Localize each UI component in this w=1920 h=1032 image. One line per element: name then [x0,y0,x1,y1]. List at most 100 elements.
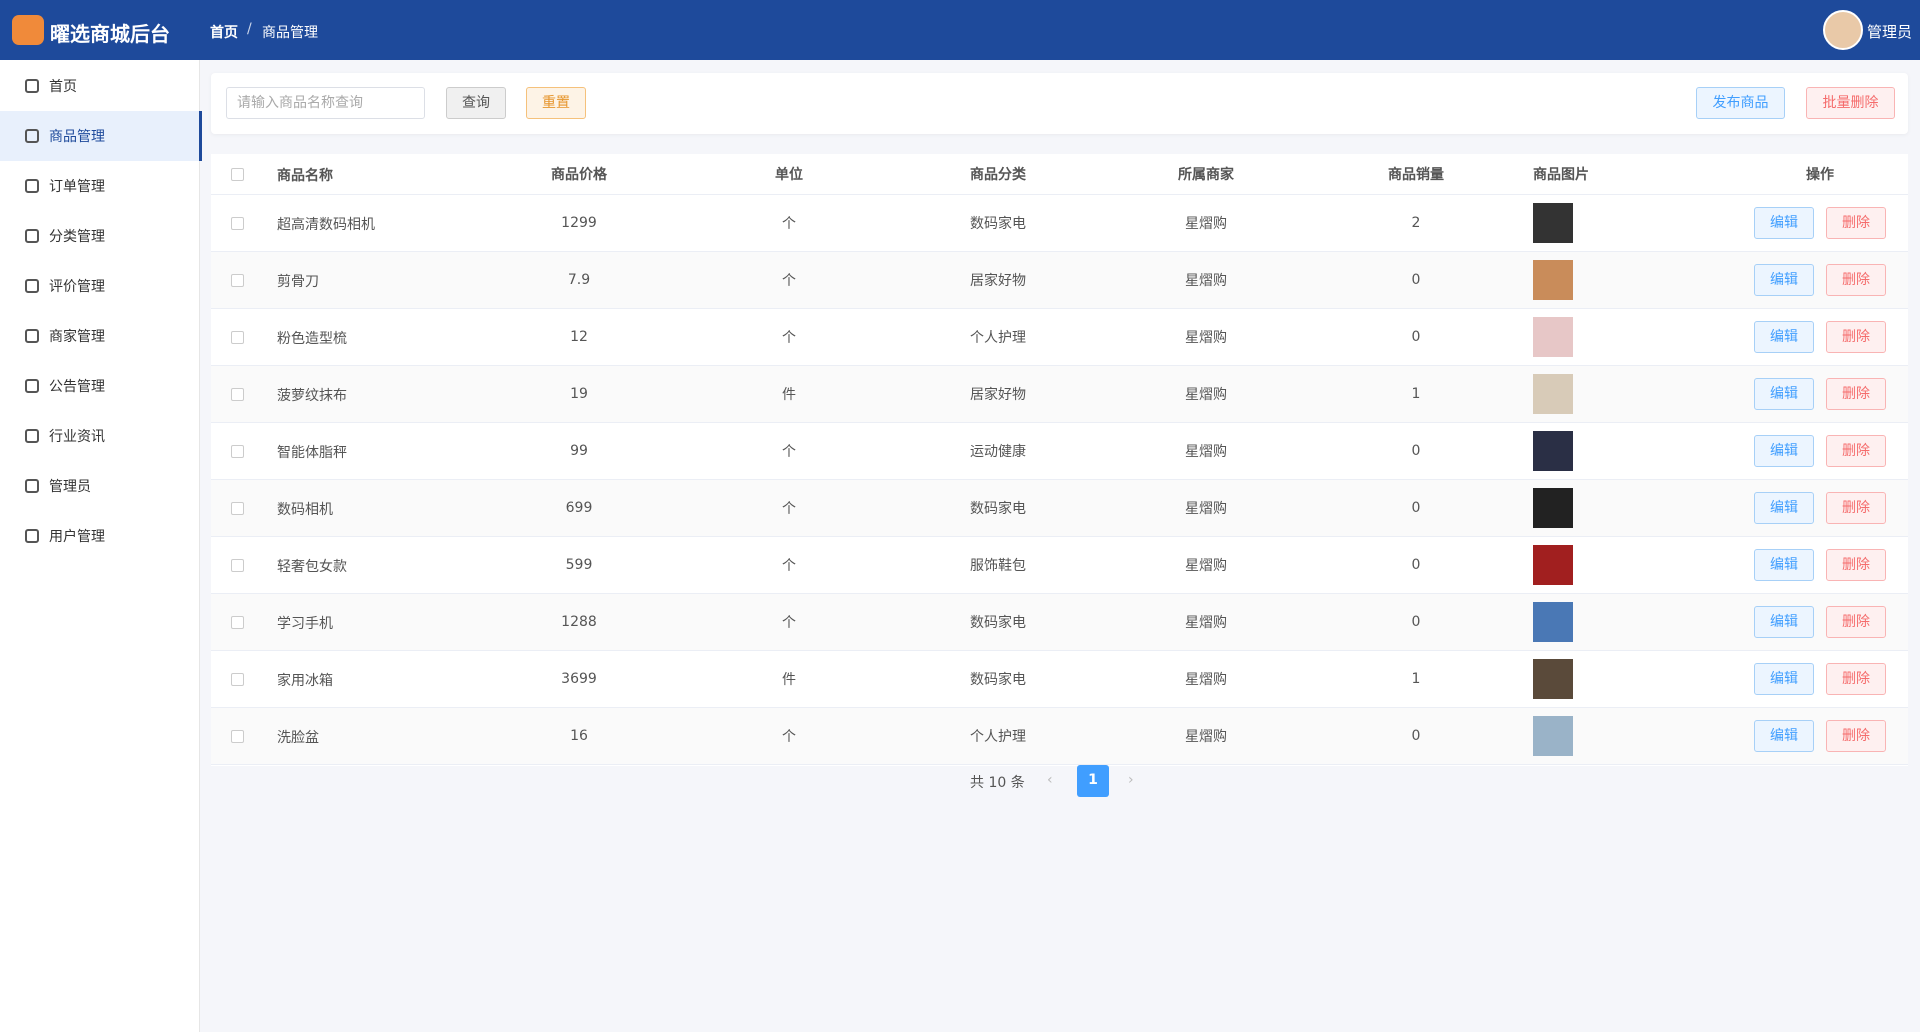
merchant: 星熠购 [1185,558,1227,574]
delete-button[interactable]: 删除 [1826,378,1886,410]
row-checkbox[interactable] [231,274,244,287]
product-image [1533,317,1573,357]
menu-icon [25,129,39,143]
menu-item[interactable]: 公告管理 [0,361,199,411]
category: 数码家电 [970,615,1026,631]
category: 个人护理 [970,330,1026,346]
toolbar: 请输入商品名称查询 查询 重置 发布商品 批量删除 [211,73,1908,134]
menu-item[interactable]: 管理员 [0,461,199,511]
column-header: 商品分类 [970,167,1026,183]
menu-item[interactable]: 商家管理 [0,311,199,361]
reset-button[interactable]: 重置 [526,87,586,119]
sales: 0 [1411,500,1421,516]
batch-delete-button[interactable]: 批量删除 [1806,87,1895,119]
unit: 个 [782,501,796,517]
unit: 件 [782,387,796,403]
edit-button[interactable]: 编辑 [1754,378,1814,410]
product-image [1533,260,1573,300]
select-all-checkbox[interactable] [231,168,244,181]
query-button[interactable]: 查询 [446,87,506,119]
edit-button[interactable]: 编辑 [1754,435,1814,467]
product-image [1533,659,1573,699]
column-header: 商品名称 [277,168,333,184]
search-input[interactable]: 请输入商品名称查询 [226,87,425,119]
publish-button[interactable]: 发布商品 [1696,87,1785,119]
menu-item[interactable]: 分类管理 [0,211,199,261]
row-checkbox[interactable] [231,616,244,629]
product-name: 剪骨刀 [277,274,319,290]
price: 699 [565,500,593,516]
menu-item[interactable]: 订单管理 [0,161,199,211]
breadcrumb-home[interactable]: 首页 [210,25,238,41]
sidebar: 首页商品管理订单管理 分类管理 评价管理商家管理公告管理行业资讯管理员用户管理 [0,60,202,1032]
unit: 件 [782,672,796,688]
menu-item[interactable]: 行业资讯 [0,411,199,461]
delete-button[interactable]: 删除 [1826,720,1886,752]
menu-label: 行业资讯 [49,429,105,445]
menu-item[interactable]: 商品管理 [0,111,202,161]
delete-button[interactable]: 删除 [1826,435,1886,467]
unit: 个 [782,615,796,631]
current-page[interactable]: 1 [1077,765,1109,797]
price: 1299 [561,215,597,231]
edit-button[interactable]: 编辑 [1754,663,1814,695]
delete-button[interactable]: 删除 [1826,549,1886,581]
sales: 0 [1411,614,1421,630]
table-row [211,708,1908,765]
menu-label: 用户管理 [49,529,105,545]
unit: 个 [782,558,796,574]
menu-icon [25,379,39,393]
edit-button[interactable]: 编辑 [1754,720,1814,752]
row-checkbox[interactable] [231,730,244,743]
product-image [1533,488,1573,528]
avatar[interactable] [1823,10,1863,50]
column-header: 所属商家 [1178,167,1234,183]
sales: 0 [1411,443,1421,459]
product-image [1533,602,1573,642]
next-page[interactable]: › [1128,772,1134,788]
edit-button[interactable]: 编辑 [1754,606,1814,638]
delete-button[interactable]: 删除 [1826,264,1886,296]
menu-icon [25,479,39,493]
delete-button[interactable]: 删除 [1826,321,1886,353]
delete-button[interactable]: 删除 [1826,492,1886,524]
column-header: 商品销量 [1388,167,1444,183]
sales: 1 [1411,386,1421,402]
row-checkbox[interactable] [231,388,244,401]
row-checkbox[interactable] [231,559,244,572]
menu-item[interactable]: 用户管理 [0,511,199,561]
edit-button[interactable]: 编辑 [1754,264,1814,296]
edit-button[interactable]: 编辑 [1754,207,1814,239]
menu-icon [25,329,39,343]
menu-icon [25,429,39,443]
edit-button[interactable]: 编辑 [1754,321,1814,353]
menu-icon [25,529,39,543]
menu-label: 商家管理 [49,329,105,345]
table-row [211,594,1908,651]
sales: 0 [1411,728,1421,744]
price: 16 [570,728,588,744]
table-row [211,195,1908,252]
delete-button[interactable]: 删除 [1826,207,1886,239]
menu-label: 首页 [49,79,77,95]
delete-button[interactable]: 删除 [1826,663,1886,695]
price: 599 [565,557,593,573]
user-name[interactable]: 管理员 [1867,23,1913,41]
delete-button[interactable]: 删除 [1826,606,1886,638]
column-header: 操作 [1806,167,1834,183]
prev-page[interactable]: ‹ [1047,772,1053,788]
row-checkbox[interactable] [231,502,244,515]
edit-button[interactable]: 编辑 [1754,549,1814,581]
row-checkbox[interactable] [231,331,244,344]
menu-item[interactable]: 首页 [0,61,199,111]
product-name: 学习手机 [277,616,333,632]
product-name: 洗脸盆 [277,730,319,746]
merchant: 星熠购 [1185,615,1227,631]
row-checkbox[interactable] [231,217,244,230]
row-checkbox[interactable] [231,445,244,458]
row-checkbox[interactable] [231,673,244,686]
app-title: 曜选商城后台 [50,22,170,46]
edit-button[interactable]: 编辑 [1754,492,1814,524]
menu-label: 商品管理 [49,129,105,145]
menu-item[interactable]: 评价管理 [0,261,199,311]
